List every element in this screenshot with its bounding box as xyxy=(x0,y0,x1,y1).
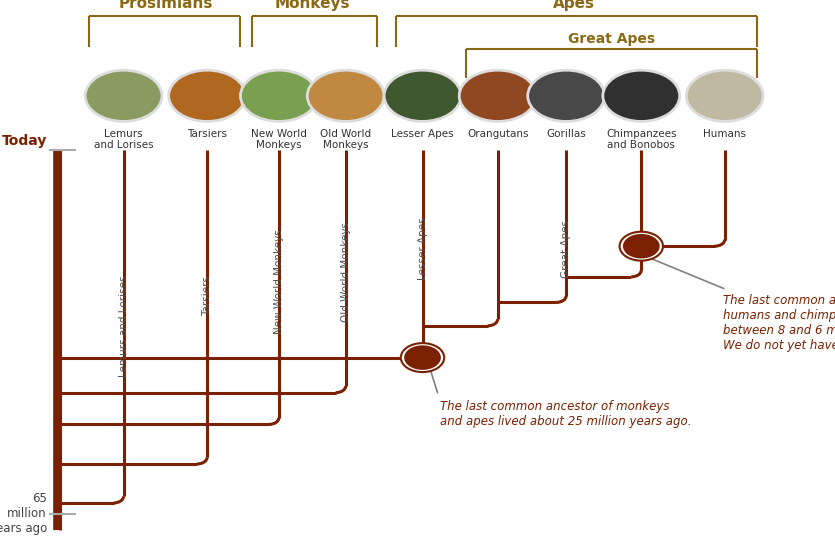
Circle shape xyxy=(459,70,536,121)
Text: Today: Today xyxy=(2,134,47,148)
Circle shape xyxy=(240,70,317,121)
Circle shape xyxy=(686,70,763,121)
Text: New World Monkeys: New World Monkeys xyxy=(274,229,284,334)
Text: Lesser Apes: Lesser Apes xyxy=(391,129,454,139)
Circle shape xyxy=(85,70,162,121)
Text: The last common ancestor of
humans and chimpanzees lived
between 8 and 6 million: The last common ancestor of humans and c… xyxy=(723,294,835,352)
Text: Prosimians: Prosimians xyxy=(118,0,213,11)
Circle shape xyxy=(404,345,441,370)
Text: Orangutans: Orangutans xyxy=(467,129,529,139)
Circle shape xyxy=(401,343,444,372)
Text: Humans: Humans xyxy=(703,129,746,139)
Text: Tarsiers: Tarsiers xyxy=(187,129,227,139)
Text: The last common ancestor of monkeys
and apes lived about 25 million years ago.: The last common ancestor of monkeys and … xyxy=(440,400,691,428)
Text: Great Apes: Great Apes xyxy=(568,32,655,46)
Circle shape xyxy=(603,70,680,121)
Circle shape xyxy=(528,70,605,121)
Circle shape xyxy=(307,70,384,121)
Text: 65
million
years ago: 65 million years ago xyxy=(0,492,47,535)
Circle shape xyxy=(623,234,660,258)
Text: Lesser Apes: Lesser Apes xyxy=(418,217,428,280)
Text: Old World Monkeys: Old World Monkeys xyxy=(341,222,351,321)
Text: Apes: Apes xyxy=(553,0,595,11)
Text: Tarsiers: Tarsiers xyxy=(202,276,212,316)
Text: New World
Monkeys: New World Monkeys xyxy=(251,129,306,150)
Text: Lemurs and Lorises: Lemurs and Lorises xyxy=(119,276,129,378)
Circle shape xyxy=(169,70,245,121)
Text: Chimpanzees
and Bonobos: Chimpanzees and Bonobos xyxy=(606,129,676,150)
Text: Lemurs
and Lorises: Lemurs and Lorises xyxy=(94,129,154,150)
Circle shape xyxy=(620,232,663,261)
Text: Monkeys: Monkeys xyxy=(275,0,350,11)
Text: Gorillas: Gorillas xyxy=(546,129,586,139)
Text: Old World
Monkeys: Old World Monkeys xyxy=(320,129,372,150)
Text: Great Apes: Great Apes xyxy=(561,220,571,278)
Circle shape xyxy=(384,70,461,121)
